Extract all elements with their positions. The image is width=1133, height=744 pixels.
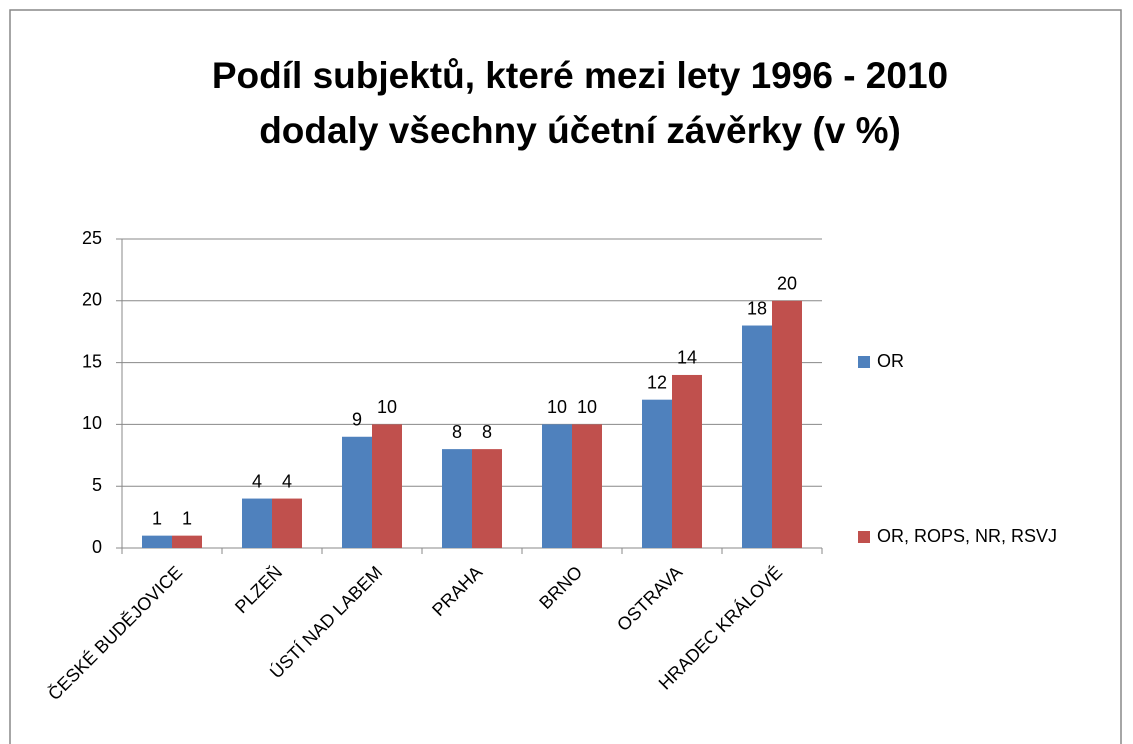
bar bbox=[672, 374, 702, 548]
legend-swatch bbox=[858, 356, 870, 368]
bar bbox=[142, 535, 172, 548]
data-label: 4 bbox=[282, 471, 292, 491]
data-label: 12 bbox=[647, 372, 667, 392]
data-label: 10 bbox=[577, 397, 597, 417]
data-label: 14 bbox=[677, 348, 697, 368]
bar bbox=[272, 498, 302, 548]
bar bbox=[542, 424, 572, 548]
legend-label: OR, ROPS, NR, RSVJ bbox=[877, 526, 1057, 546]
bar bbox=[572, 424, 602, 548]
bar bbox=[642, 399, 672, 548]
chart-title: Podíl subjektů, které mezi lety 1996 - 2… bbox=[212, 55, 948, 96]
bar bbox=[372, 424, 402, 548]
data-label: 9 bbox=[352, 410, 362, 430]
data-label: 1 bbox=[152, 508, 162, 528]
chart-border bbox=[9, 9, 1122, 744]
legend-swatch bbox=[858, 531, 870, 543]
y-tick-label: 15 bbox=[82, 351, 102, 371]
bar bbox=[172, 535, 202, 548]
y-tick-label: 25 bbox=[82, 228, 102, 248]
bar bbox=[342, 436, 372, 548]
bar bbox=[742, 325, 772, 548]
y-tick-label: 10 bbox=[82, 413, 102, 433]
data-label: 4 bbox=[252, 471, 262, 491]
bar bbox=[242, 498, 272, 548]
data-label: 8 bbox=[482, 422, 492, 442]
y-tick-label: 5 bbox=[92, 475, 102, 495]
data-label: 10 bbox=[377, 397, 397, 417]
data-label: 20 bbox=[777, 274, 797, 294]
bar bbox=[442, 449, 472, 548]
data-label: 1 bbox=[182, 508, 192, 528]
y-tick-label: 20 bbox=[82, 290, 102, 310]
data-label: 18 bbox=[747, 298, 767, 318]
bar bbox=[772, 300, 802, 548]
data-label: 10 bbox=[547, 397, 567, 417]
bar bbox=[472, 449, 502, 548]
data-label: 8 bbox=[452, 422, 462, 442]
y-tick-label: 0 bbox=[92, 537, 102, 557]
legend-label: OR bbox=[877, 351, 904, 371]
chart-title: dodaly všechny účetní závěrky (v %) bbox=[259, 110, 901, 151]
